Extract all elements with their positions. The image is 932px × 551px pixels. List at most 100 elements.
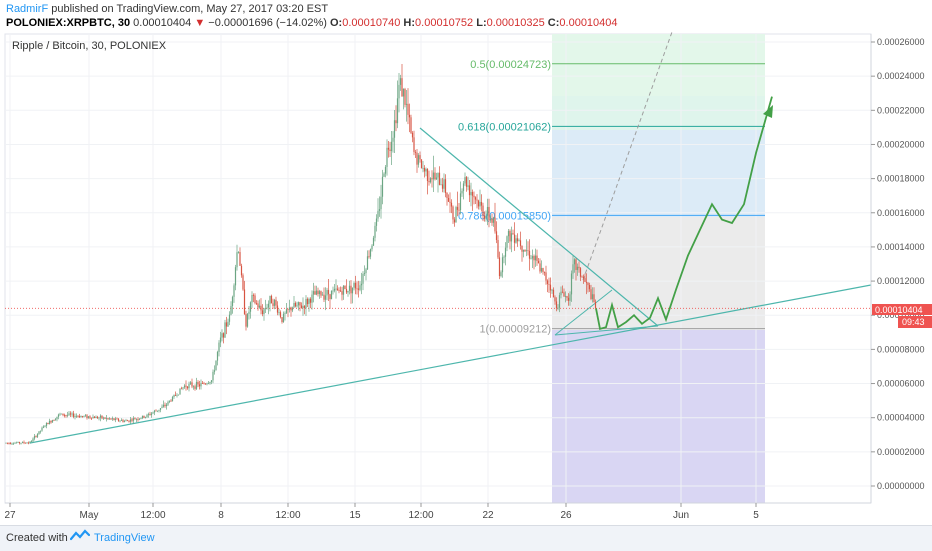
candle-body xyxy=(272,303,274,306)
candle-body xyxy=(584,278,586,282)
candle-body xyxy=(108,418,111,420)
candle-body xyxy=(338,289,340,291)
candle-body xyxy=(371,245,373,250)
candle-body xyxy=(303,305,306,309)
candle-body xyxy=(396,98,399,124)
candle-body xyxy=(465,177,468,187)
candle-body xyxy=(143,415,145,418)
candle-body xyxy=(519,240,522,246)
candle-body xyxy=(564,296,567,297)
candle-body xyxy=(324,295,327,300)
trend-lines xyxy=(29,31,872,444)
candle-body xyxy=(161,406,163,409)
candle-body xyxy=(153,410,156,413)
candle-body xyxy=(75,415,78,417)
candle-body xyxy=(285,309,288,314)
candle-body xyxy=(179,388,181,395)
y-tick-label: 0.00026000 xyxy=(877,37,925,47)
candle-body xyxy=(327,289,330,295)
candle-body xyxy=(261,310,264,315)
ohlc-line: POLONIEX:XRPBTC, 30 0.00010404 ▼ −0.0000… xyxy=(6,17,618,29)
candle-body xyxy=(117,418,120,421)
candle-body xyxy=(71,413,73,415)
candle-body xyxy=(461,190,463,194)
x-tick-label: 12:00 xyxy=(275,510,300,521)
candle-body xyxy=(570,273,573,295)
x-axis: 27 May 12:00 8 12:00 15 12:00 22 26 Jun 5 xyxy=(4,503,759,521)
candle-body xyxy=(395,120,397,124)
symbol-label: POLONIEX:XRPBTC, 30 xyxy=(6,17,131,29)
author-link[interactable]: RadmirF xyxy=(6,3,49,15)
candle-body xyxy=(456,207,459,210)
candle-body xyxy=(119,420,121,422)
candle-body xyxy=(389,149,391,152)
candle-body xyxy=(264,308,267,310)
chart-svg[interactable]: 0.5(0.00024723) 0.618(0.00021062) 0.786(0.… xyxy=(0,30,932,525)
change-arrow-icon: ▼ xyxy=(194,17,206,29)
candle-body xyxy=(587,282,589,286)
open-value: 0.00010740 xyxy=(342,17,401,29)
fib-level-label: 1(0.00009212) xyxy=(479,324,551,336)
y-tick-label: 0.00012000 xyxy=(877,276,925,286)
candle-body xyxy=(38,431,40,435)
candle-body xyxy=(170,400,172,402)
candle-body xyxy=(260,305,262,311)
candle-body xyxy=(315,290,318,295)
support-trendline xyxy=(29,284,872,444)
chart-area[interactable]: 0.5(0.00024723) 0.618(0.00021062) 0.786(0.… xyxy=(0,30,932,525)
candle-body xyxy=(6,442,9,444)
candle-body xyxy=(518,240,520,242)
candle-body xyxy=(345,288,348,293)
candle-body xyxy=(387,147,390,150)
candle-body xyxy=(333,288,336,291)
candle-body xyxy=(576,266,579,270)
price-series xyxy=(5,64,597,445)
tradingview-logo-icon[interactable] xyxy=(70,529,90,543)
candle-body xyxy=(57,414,60,417)
candle-body xyxy=(545,272,547,281)
candle-body xyxy=(212,371,214,381)
candle-body xyxy=(288,307,291,310)
candle-body xyxy=(383,173,385,177)
candle-body xyxy=(155,410,157,412)
candle-body xyxy=(60,413,63,415)
candle-body xyxy=(549,284,552,291)
candle-body xyxy=(263,308,265,315)
candle-body xyxy=(201,383,204,384)
candle-body xyxy=(431,178,433,180)
candle-body xyxy=(473,195,475,198)
candle-body xyxy=(426,168,429,181)
candle-body xyxy=(149,414,151,415)
candle-body xyxy=(222,333,225,338)
target-dashed-line xyxy=(582,31,673,281)
candle-body xyxy=(84,415,87,417)
candle-body xyxy=(162,404,165,407)
fib-level-label: 0.618(0.00021062) xyxy=(458,121,551,133)
candle-body xyxy=(296,305,298,307)
candle-body xyxy=(423,167,426,172)
candle-body xyxy=(150,413,153,415)
candle-body xyxy=(557,307,559,309)
candle-body xyxy=(129,419,132,422)
candle-body xyxy=(350,285,352,294)
candle-body xyxy=(195,382,198,389)
candle-body xyxy=(120,420,123,421)
candle-body xyxy=(380,196,382,210)
candle-body xyxy=(125,420,127,422)
x-tick-label: 26 xyxy=(560,510,572,521)
candle-body xyxy=(446,192,448,198)
candle-body xyxy=(375,218,378,226)
candle-body xyxy=(300,305,303,309)
candle-body xyxy=(132,418,135,421)
candle-body xyxy=(351,287,354,294)
candle-body xyxy=(306,298,309,305)
candle-body xyxy=(474,197,477,200)
candle-body xyxy=(281,317,283,322)
candle-body xyxy=(410,117,412,133)
tradingview-brand-link[interactable]: TradingView xyxy=(94,532,155,544)
candle-body xyxy=(245,314,247,327)
candle-body xyxy=(254,295,256,304)
candle-body xyxy=(575,259,577,270)
candle-body xyxy=(326,289,328,296)
x-tick-label: 12:00 xyxy=(408,510,433,521)
